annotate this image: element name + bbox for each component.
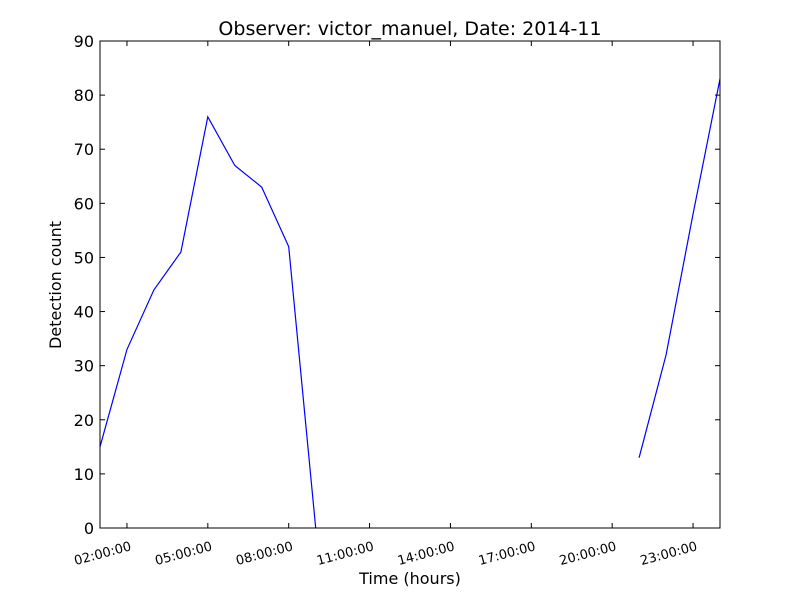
series-line	[639, 79, 720, 458]
y-tick-label: 30	[74, 357, 94, 376]
y-tick-label: 0	[84, 519, 94, 538]
y-axis-label: Detection count	[46, 221, 65, 349]
y-tick-label: 10	[74, 465, 94, 484]
y-tick-label: 40	[74, 303, 94, 322]
x-tick-label: 08:00:00	[234, 539, 294, 569]
series-line	[100, 117, 316, 528]
x-tick-label: 17:00:00	[477, 539, 537, 569]
y-tick-label: 50	[74, 248, 94, 267]
plot-area-frame	[100, 41, 720, 528]
ticks-layer: 0 10 20 30 40 50 60 70 80 90 02:00:00 05:00:00 08:00…	[73, 32, 720, 569]
x-axis-label: Time (hours)	[358, 569, 461, 588]
y-tick-label: 20	[74, 411, 94, 430]
y-tick-label: 90	[74, 32, 94, 51]
y-tick-label: 70	[74, 140, 94, 159]
y-tick-label: 60	[74, 194, 94, 213]
x-tick-label: 11:00:00	[315, 539, 375, 569]
y-tick-label: 80	[74, 86, 94, 105]
x-tick-label: 20:00:00	[558, 539, 618, 569]
chart-title: Observer: victor_manuel, Date: 2014-11	[218, 18, 601, 40]
x-tick-label: 23:00:00	[639, 539, 699, 569]
x-tick-label: 02:00:00	[73, 539, 133, 569]
series-layer	[100, 79, 720, 528]
x-tick-label: 14:00:00	[396, 539, 456, 569]
x-tick-label: 05:00:00	[154, 539, 214, 569]
